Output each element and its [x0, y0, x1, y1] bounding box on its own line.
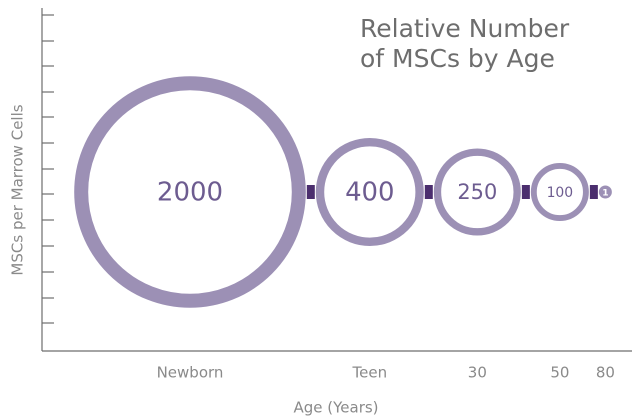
x-tick-label: 50	[550, 364, 569, 382]
x-tick-label: Teen	[352, 364, 388, 382]
bubble	[598, 185, 612, 199]
chart-title: Relative Number of MSCs by Age	[360, 14, 570, 73]
y-axis-label: MSCs per Marrow Cells	[9, 104, 27, 275]
x-tick-label: 80	[596, 364, 615, 382]
value-label: 400	[345, 178, 394, 208]
connector	[306, 185, 315, 199]
connector	[589, 185, 598, 199]
value-label: 1	[602, 189, 608, 199]
y-axis	[41, 8, 632, 352]
x-axis-label: Age (Years)	[293, 399, 378, 417]
x-tick-label: 30	[468, 364, 487, 382]
bubble	[315, 137, 424, 246]
x-tick-label: Newborn	[157, 364, 224, 382]
value-label: 250	[457, 180, 497, 204]
bubble	[74, 76, 306, 308]
connector	[424, 185, 433, 199]
bubble	[530, 162, 589, 221]
value-label: 2000	[157, 178, 223, 208]
connector	[521, 185, 530, 199]
value-label: 100	[547, 185, 574, 201]
bubble	[433, 148, 521, 236]
